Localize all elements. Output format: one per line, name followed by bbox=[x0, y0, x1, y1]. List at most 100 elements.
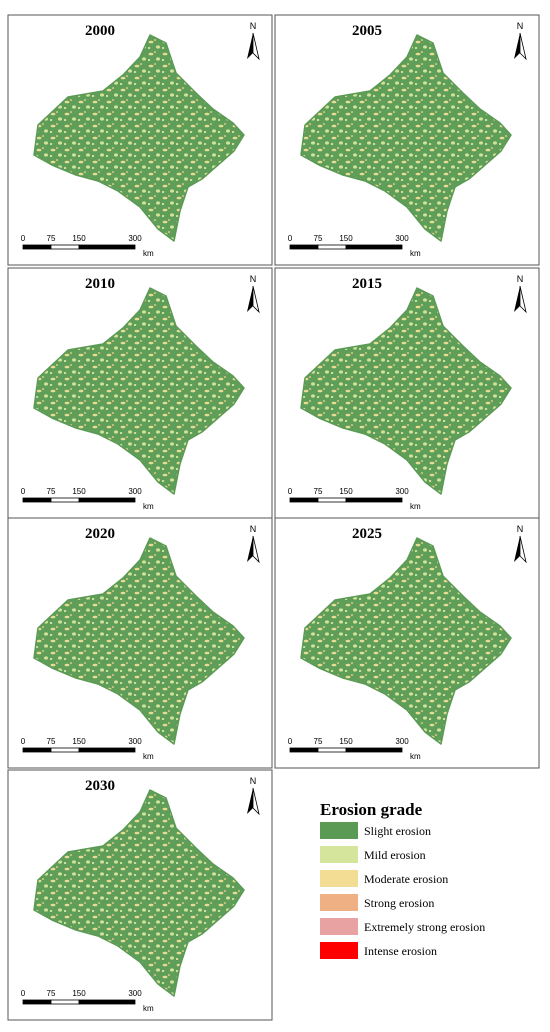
north-arrow bbox=[514, 286, 520, 312]
scale-label: 0 bbox=[21, 234, 26, 243]
scale-unit: km bbox=[143, 752, 154, 761]
north-arrow bbox=[519, 535, 527, 564]
scale-segment bbox=[50, 999, 80, 1005]
scale-label: 75 bbox=[314, 234, 323, 243]
scale-segment bbox=[50, 747, 80, 753]
north-arrow bbox=[247, 33, 253, 59]
scale-label: 300 bbox=[128, 487, 142, 496]
scale-unit: km bbox=[410, 752, 421, 761]
scale-label: 75 bbox=[47, 487, 56, 496]
north-arrow bbox=[247, 788, 253, 814]
legend: Erosion grade Slight erosion Mild erosion M… bbox=[320, 800, 485, 959]
scale-label: 300 bbox=[395, 234, 409, 243]
scale-segment bbox=[345, 747, 403, 753]
legend-swatch bbox=[320, 918, 358, 935]
scale-segment bbox=[317, 497, 347, 503]
scale-label: 150 bbox=[339, 487, 353, 496]
scale-segment bbox=[289, 244, 319, 250]
north-label: N bbox=[517, 524, 524, 534]
scale-label: 0 bbox=[288, 234, 293, 243]
scale-label: 300 bbox=[128, 234, 142, 243]
erosion-map bbox=[33, 287, 245, 495]
scale-label: 300 bbox=[395, 737, 409, 746]
north-arrow bbox=[252, 535, 260, 564]
scale-segment bbox=[78, 497, 136, 503]
scale-segment bbox=[22, 244, 52, 250]
year-label: 2030 bbox=[85, 778, 115, 794]
scale-label: 75 bbox=[47, 989, 56, 998]
legend-swatch bbox=[320, 846, 358, 863]
north-arrow bbox=[514, 536, 520, 562]
scale-label: 0 bbox=[21, 487, 26, 496]
north-arrow bbox=[519, 32, 527, 61]
legend-label: Strong erosion bbox=[364, 896, 434, 910]
legend-swatch bbox=[320, 894, 358, 911]
scale-segment bbox=[345, 497, 403, 503]
scale-unit: km bbox=[143, 502, 154, 511]
year-label: 2005 bbox=[352, 23, 382, 39]
legend-label: Extremely strong erosion bbox=[364, 920, 485, 934]
erosion-map bbox=[300, 34, 512, 242]
scale-unit: km bbox=[143, 1004, 154, 1013]
north-arrow bbox=[247, 536, 253, 562]
north-label: N bbox=[517, 274, 524, 284]
north-arrow bbox=[519, 285, 527, 314]
north-label: N bbox=[250, 776, 257, 786]
scale-unit: km bbox=[143, 249, 154, 258]
north-label: N bbox=[250, 274, 257, 284]
north-arrow bbox=[252, 285, 260, 314]
scale-label: 150 bbox=[72, 487, 86, 496]
erosion-map bbox=[300, 287, 512, 495]
scale-segment bbox=[50, 244, 80, 250]
scale-label: 75 bbox=[314, 487, 323, 496]
scale-label: 300 bbox=[395, 487, 409, 496]
erosion-map bbox=[33, 537, 245, 745]
legend-swatch bbox=[320, 822, 358, 839]
scale-label: 0 bbox=[288, 737, 293, 746]
scale-label: 150 bbox=[339, 234, 353, 243]
year-label: 2015 bbox=[352, 276, 382, 292]
scale-unit: km bbox=[410, 249, 421, 258]
scale-label: 0 bbox=[288, 487, 293, 496]
erosion-map bbox=[300, 537, 512, 745]
erosion-map bbox=[33, 789, 245, 997]
north-arrow bbox=[252, 32, 260, 61]
scale-segment bbox=[317, 244, 347, 250]
scale-label: 0 bbox=[21, 737, 26, 746]
scale-segment bbox=[22, 747, 52, 753]
scale-segment bbox=[345, 244, 403, 250]
legend-title: Erosion grade bbox=[320, 800, 423, 819]
erosion-map bbox=[33, 34, 245, 242]
legend-swatch bbox=[320, 870, 358, 887]
north-label: N bbox=[250, 524, 257, 534]
north-label: N bbox=[250, 21, 257, 31]
north-arrow bbox=[252, 787, 260, 816]
scale-label: 0 bbox=[21, 989, 26, 998]
scale-label: 75 bbox=[47, 234, 56, 243]
legend-swatch bbox=[320, 942, 358, 959]
scale-label: 300 bbox=[128, 989, 142, 998]
scale-segment bbox=[289, 497, 319, 503]
legend-label: Slight erosion bbox=[364, 824, 431, 838]
north-label: N bbox=[517, 21, 524, 31]
year-label: 2020 bbox=[85, 526, 115, 542]
scale-segment bbox=[289, 747, 319, 753]
legend-label: Mild erosion bbox=[364, 848, 426, 862]
scale-segment bbox=[78, 747, 136, 753]
scale-segment bbox=[22, 497, 52, 503]
legend-label: Moderate erosion bbox=[364, 872, 448, 886]
scale-unit: km bbox=[410, 502, 421, 511]
north-arrow bbox=[247, 286, 253, 312]
scale-label: 150 bbox=[72, 737, 86, 746]
scale-label: 150 bbox=[72, 234, 86, 243]
scale-label: 75 bbox=[314, 737, 323, 746]
scale-label: 300 bbox=[128, 737, 142, 746]
year-label: 2025 bbox=[352, 526, 382, 542]
